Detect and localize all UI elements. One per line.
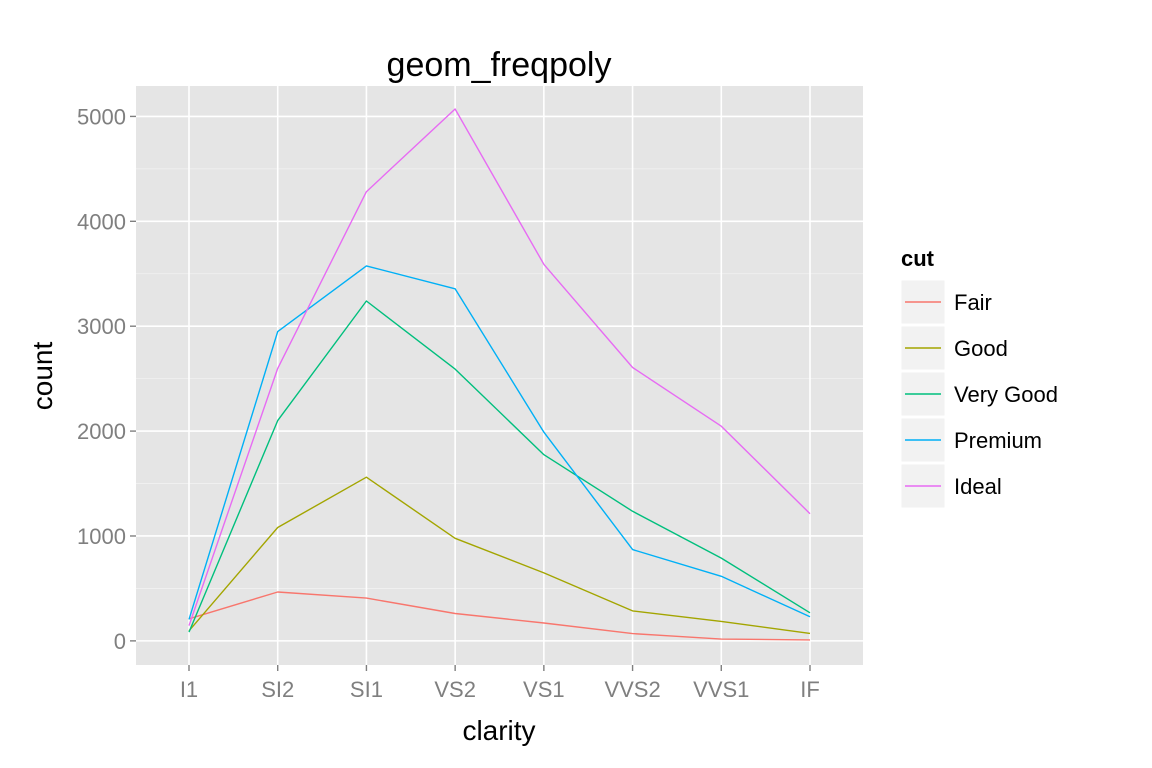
chart-title: geom_freqpoly [387, 46, 612, 84]
y-tick-label: 1000 [77, 524, 126, 549]
x-tick-label: SI2 [261, 677, 294, 702]
x-tick-label: IF [800, 677, 820, 702]
major-gridlines [136, 86, 863, 665]
series-line-premium [188, 265, 811, 620]
x-tick-label: SI1 [350, 677, 383, 702]
series-line-very-good [188, 300, 811, 633]
legend-label-fair: Fair [954, 290, 992, 315]
y-axis-title: count [27, 342, 58, 411]
legend: cut Fair Good Very Good Premium Ideal [900, 246, 1058, 509]
legend-label-premium: Premium [954, 428, 1042, 453]
x-axis-title: clarity [462, 715, 535, 746]
series-line-good [188, 476, 811, 635]
x-axis: I1 SI2 SI1 VS2 VS1 VVS2 VVS1 IF [180, 665, 820, 702]
legend-label-ideal: Ideal [954, 474, 1002, 499]
y-tick-label: 2000 [77, 419, 126, 444]
x-tick-label: I1 [180, 677, 198, 702]
series-line-fair [188, 591, 811, 641]
plot-panel [136, 86, 863, 665]
x-tick-label: VVS1 [693, 677, 749, 702]
x-tick-label: VVS2 [604, 677, 660, 702]
x-tick-label: VS2 [434, 677, 476, 702]
legend-label-good: Good [954, 336, 1008, 361]
legend-title: cut [901, 246, 935, 271]
legend-label-very-good: Very Good [954, 382, 1058, 407]
y-tick-label: 0 [114, 629, 126, 654]
y-tick-label: 5000 [77, 104, 126, 129]
series-lines [188, 108, 811, 641]
y-tick-label: 3000 [77, 314, 126, 339]
y-tick-label: 4000 [77, 209, 126, 234]
x-tick-label: VS1 [523, 677, 565, 702]
series-line-ideal [188, 108, 811, 626]
y-axis: 0 1000 2000 3000 4000 5000 [77, 104, 136, 654]
minor-gridlines [136, 168, 863, 589]
